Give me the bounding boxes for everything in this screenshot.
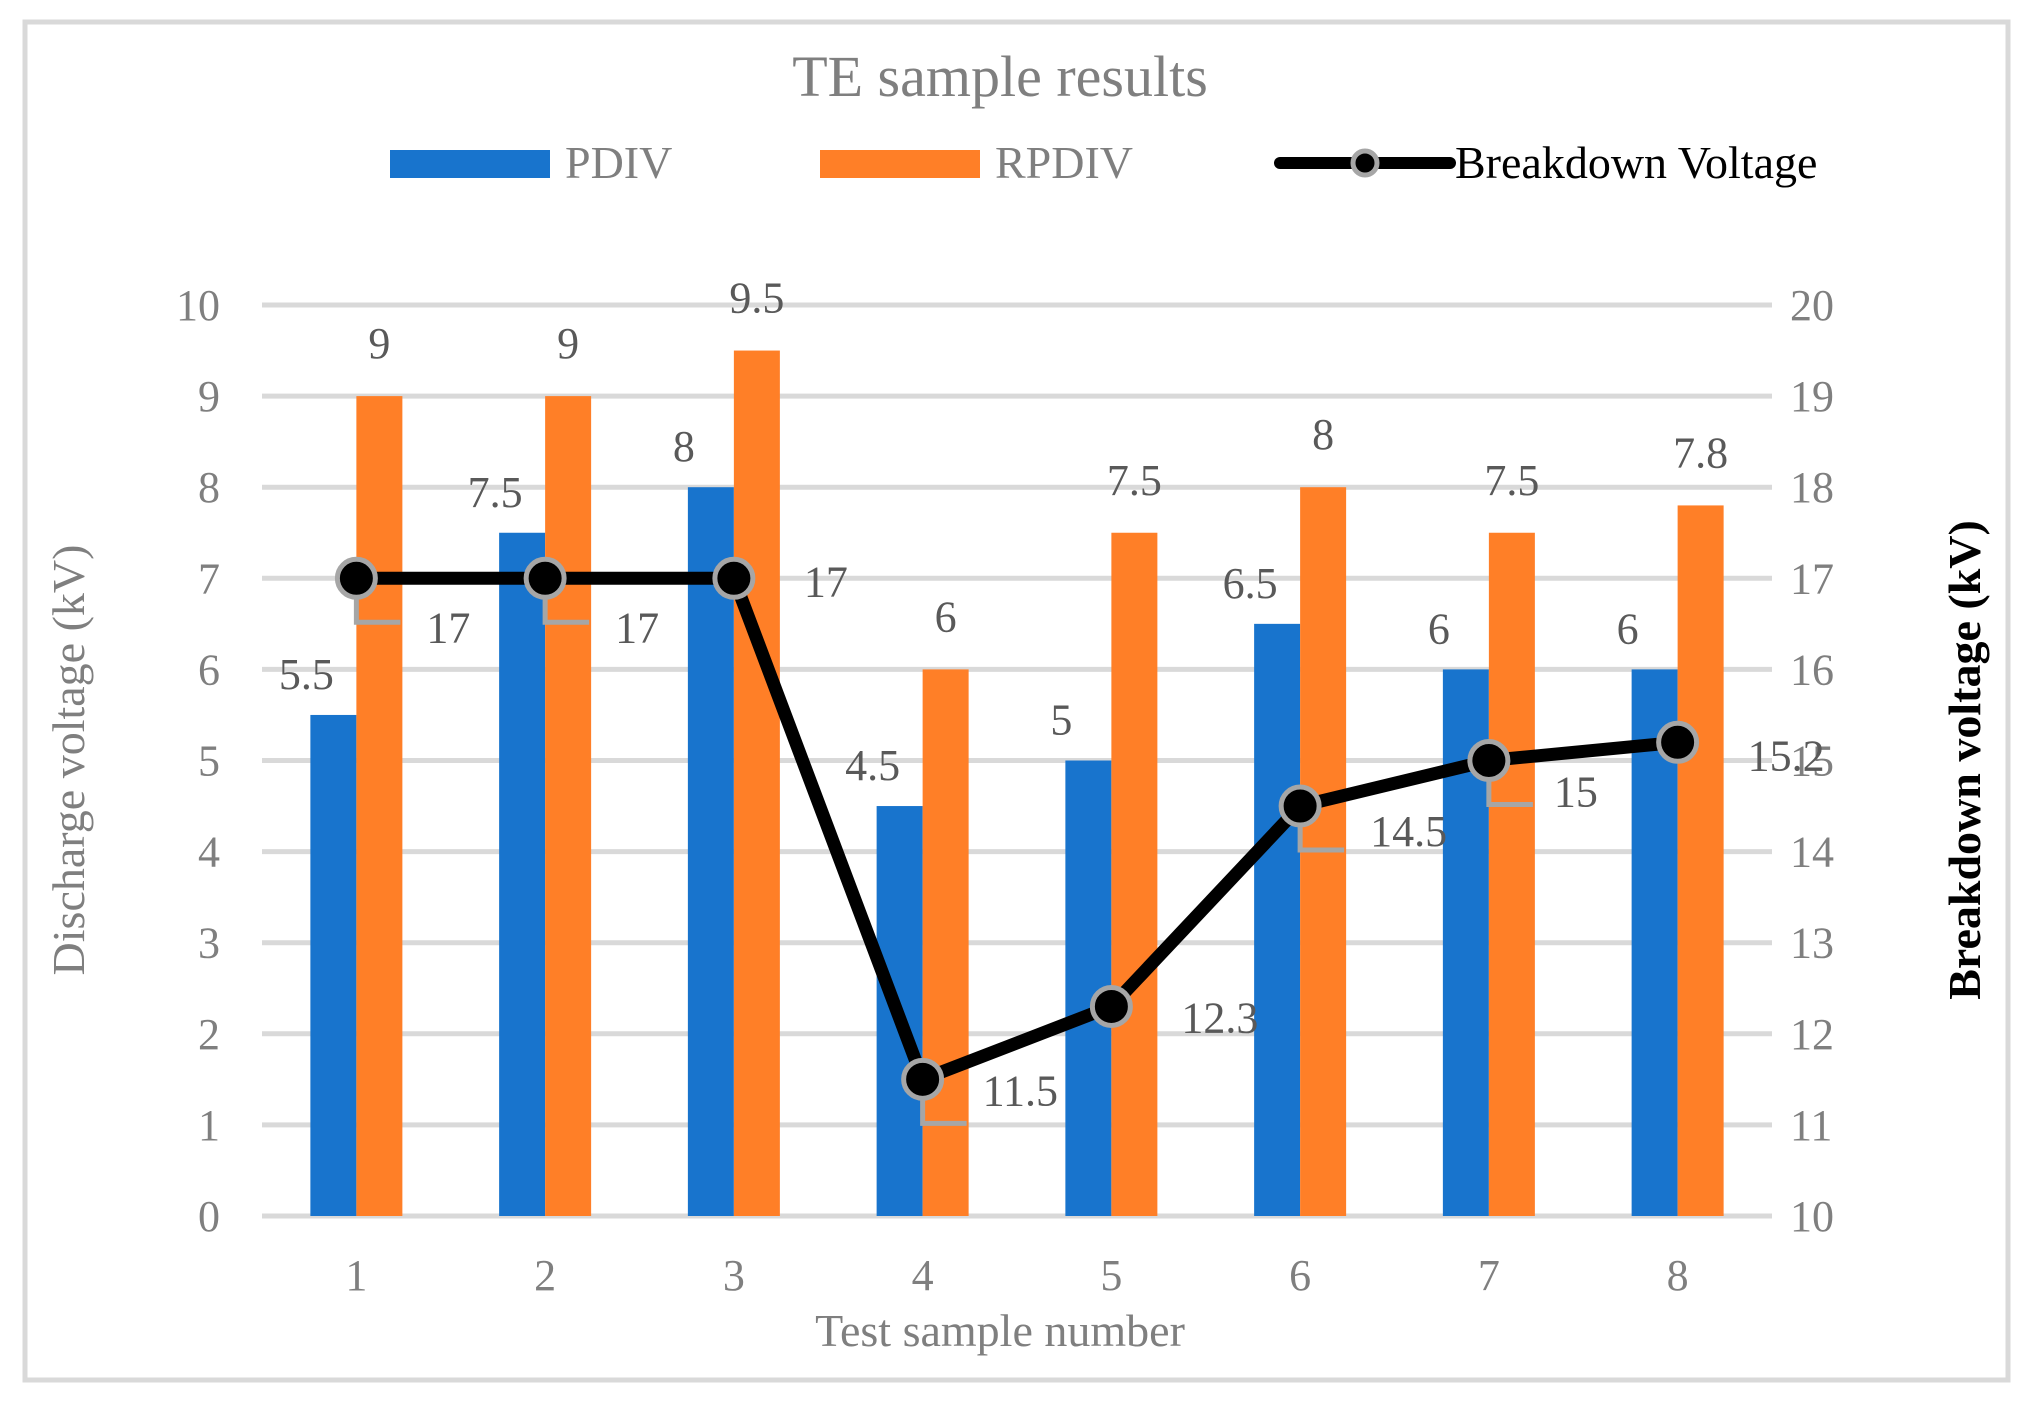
right-axis-tick-label: 18: [1790, 463, 1834, 512]
breakdown-data-labels: 17 17 17 11.5 12.3 14.5 15 15.2: [426, 557, 1824, 1115]
x-axis-tick-label: 6: [1289, 1251, 1311, 1300]
legend-label-rpdiv: RPDIV: [995, 137, 1133, 188]
breakdown-marker: [1467, 739, 1511, 782]
x-axis-title: Test sample number: [815, 1305, 1185, 1356]
legend-label-pdiv: PDIV: [565, 137, 672, 188]
bar-rpdiv: [545, 396, 592, 1217]
data-label-pdiv: 5.5: [279, 650, 334, 699]
bar-pdiv: [1254, 623, 1301, 1216]
data-label-pdiv: 6: [1617, 604, 1639, 653]
data-label-pdiv: 6.5: [1223, 559, 1278, 608]
x-axis-tick-label: 7: [1478, 1251, 1500, 1300]
right-axis-tick-label: 13: [1790, 919, 1834, 968]
left-axis-ticks: 0 1 2 3 4 5 6 7 8 9 10: [176, 281, 220, 1241]
data-label-rpdiv: 6: [935, 592, 957, 641]
bar-rpdiv: [733, 350, 780, 1216]
data-label-breakdown: 15.2: [1748, 731, 1825, 780]
breakdown-marker: [334, 556, 378, 600]
breakdown-voltage-line: [349, 571, 1685, 1086]
left-axis-tick-label: 8: [198, 463, 220, 512]
legend: PDIV RPDIV Breakdown Voltage: [390, 137, 1817, 188]
legend-marker-breakdown: [1350, 148, 1380, 178]
x-axis-ticks: 1 2 3 4 5 6 7 8: [345, 1251, 1688, 1300]
left-axis-tick-label: 1: [198, 1101, 220, 1150]
y2-axis-title: Breakdown voltage (kV): [1939, 520, 1990, 1000]
bar-pdiv: [310, 714, 357, 1216]
bar-rpdiv: [1677, 505, 1724, 1216]
legend-swatch-rpdiv: [820, 150, 980, 178]
data-label-breakdown: 17: [426, 603, 470, 652]
right-axis-tick-label: 17: [1790, 554, 1834, 603]
chart-border: [22, 19, 2011, 1383]
data-label-pdiv: 8: [673, 422, 695, 471]
x-axis-tick-label: 5: [1100, 1251, 1122, 1300]
x-axis-tick-label: 8: [1667, 1251, 1689, 1300]
bar-data-labels: 5.5 9 7.5 9 8 9.5 4.5 6 5 7.5 6.5 8 6 7.5 6 7.8: [279, 274, 1728, 791]
bar-rpdiv: [922, 669, 969, 1216]
y-axis-title: Discharge voltage (kV): [43, 545, 94, 976]
bar-rpdiv: [1111, 532, 1158, 1216]
data-label-pdiv: 7.5: [468, 468, 523, 517]
x-axis-tick-label: 4: [912, 1251, 934, 1300]
data-label-pdiv: 6: [1428, 604, 1450, 653]
legend-swatch-pdiv: [390, 150, 550, 178]
bar-rpdiv: [356, 396, 403, 1217]
breakdown-marker: [523, 556, 567, 600]
chart-title: TE sample results: [792, 44, 1208, 109]
right-axis-tick-label: 20: [1790, 281, 1834, 330]
left-axis-tick-label: 6: [198, 645, 220, 694]
data-label-breakdown: 15: [1554, 768, 1598, 817]
right-axis-tick-label: 19: [1790, 372, 1834, 421]
right-axis-tick-label: 16: [1790, 645, 1834, 694]
breakdown-marker: [1278, 784, 1322, 828]
right-axis-tick-label: 12: [1790, 1010, 1834, 1059]
breakdown-marker: [901, 1057, 945, 1101]
data-label-pdiv: 4.5: [845, 741, 900, 790]
data-label-rpdiv: 9: [557, 319, 579, 368]
right-axis-tick-label: 15: [1790, 737, 1834, 786]
x-axis-tick-label: 2: [534, 1251, 556, 1300]
data-label-rpdiv: 8: [1312, 410, 1334, 459]
data-label-breakdown: 17: [615, 603, 659, 652]
data-label-rpdiv: 7.8: [1673, 428, 1728, 477]
x-axis-tick-label: 1: [345, 1251, 367, 1300]
left-axis-tick-label: 10: [176, 281, 220, 330]
data-label-rpdiv: 7.5: [1107, 456, 1162, 505]
right-axis-tick-label: 11: [1790, 1101, 1832, 1150]
left-axis-tick-label: 4: [198, 828, 220, 877]
left-axis-tick-label: 2: [198, 1010, 220, 1059]
breakdown-marker: [1656, 720, 1700, 764]
data-label-breakdown: 11.5: [983, 1066, 1058, 1115]
data-label-breakdown: 14.5: [1370, 807, 1447, 856]
data-label-pdiv: 5: [1050, 696, 1072, 745]
left-axis-tick-label: 5: [198, 737, 220, 786]
data-label-rpdiv: 9.5: [729, 274, 784, 323]
data-label-rpdiv: 7.5: [1484, 456, 1539, 505]
left-axis-tick-label: 7: [198, 554, 220, 603]
x-axis-tick-label: 3: [723, 1251, 745, 1300]
right-axis-tick-label: 14: [1790, 828, 1834, 877]
left-axis-tick-label: 0: [198, 1192, 220, 1241]
legend-label-breakdown: Breakdown Voltage: [1455, 137, 1817, 188]
bar-rpdiv: [1488, 532, 1535, 1216]
breakdown-line-layer: [334, 556, 1700, 1126]
bar-pdiv: [499, 532, 546, 1216]
left-axis-tick-label: 3: [198, 919, 220, 968]
right-axis-ticks: 10 11 12 13 14 15 16 17 18 19 20: [1790, 281, 1834, 1241]
data-label-breakdown: 12.3: [1181, 993, 1258, 1042]
right-axis-tick-label: 10: [1790, 1192, 1834, 1241]
left-axis-tick-label: 9: [198, 372, 220, 421]
breakdown-marker: [712, 556, 756, 600]
bar-pdiv: [687, 487, 734, 1216]
breakdown-marker: [1089, 984, 1133, 1028]
data-label-rpdiv: 9: [368, 319, 390, 368]
data-label-breakdown: 17: [804, 557, 848, 606]
